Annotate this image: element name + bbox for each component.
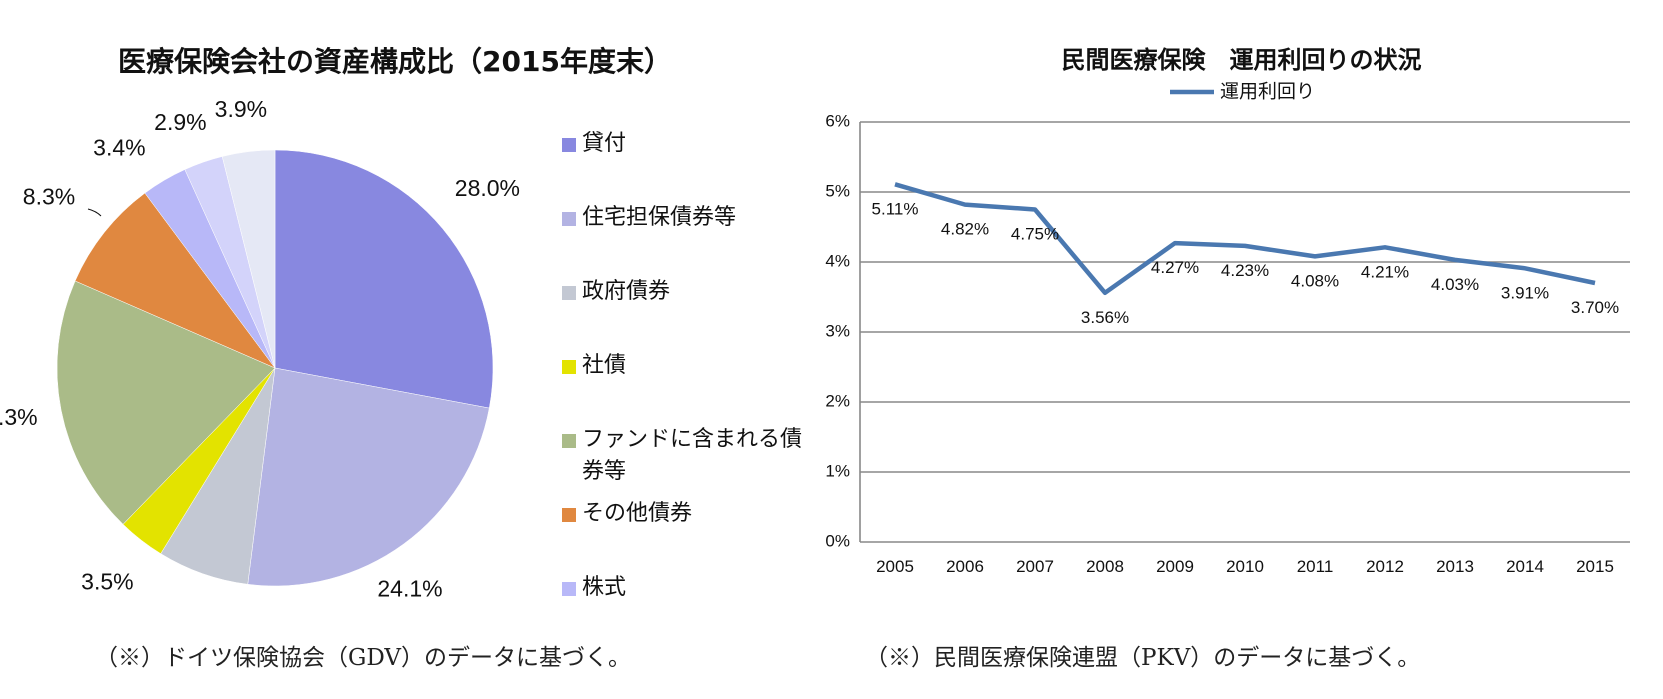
x-tick-label: 2014 — [1506, 557, 1544, 576]
pie-value-label-1: 24.1% — [377, 576, 442, 602]
x-tick-label: 2013 — [1436, 557, 1474, 576]
pie-chart-title: 医療保険会社の資産構成比（2015年度末） — [118, 45, 672, 78]
legend-label: 株式 — [582, 575, 627, 600]
data-label: 3.91% — [1501, 283, 1549, 302]
x-tick-label: 2015 — [1576, 557, 1614, 576]
data-label: 4.08% — [1291, 271, 1339, 290]
x-tick-label: 2011 — [1297, 557, 1334, 576]
x-tick-label: 2008 — [1086, 557, 1124, 576]
data-label: 4.75% — [1011, 225, 1059, 244]
legend-label: 住宅担保債券等 — [582, 205, 737, 230]
line-legend: 運用利回り — [1170, 81, 1315, 103]
pie-value-label-6: 3.4% — [93, 135, 145, 161]
legend-swatch — [562, 212, 576, 226]
x-tick-label: 2009 — [1156, 557, 1194, 576]
x-tick-label: 2010 — [1226, 557, 1264, 576]
legend-swatch — [562, 138, 576, 152]
pie-value-label-8: 3.9% — [215, 100, 267, 122]
pie-slice-5 — [74, 192, 276, 369]
legend-swatch — [562, 508, 576, 522]
pie-slice-8 — [221, 149, 276, 369]
y-tick-label: 1% — [825, 461, 850, 480]
data-label: 4.03% — [1431, 275, 1479, 294]
x-tick-label: 2005 — [876, 557, 914, 576]
pie-value-label-5: 8.3% — [23, 184, 75, 210]
pie-value-label-7: 2.9% — [154, 109, 206, 135]
line-chart-title: 民間医療保険 運用利回りの状況 — [1061, 46, 1422, 74]
y-tick-label: 2% — [825, 391, 850, 410]
legend-label: 貸付 — [582, 131, 627, 156]
legend-label: 社債 — [582, 353, 627, 378]
data-label: 4.23% — [1221, 261, 1269, 280]
legend-swatch — [562, 434, 576, 448]
data-label: 4.82% — [941, 220, 989, 239]
line-source-note: （※）民間医療保険連盟（PKV）のデータに基づく。 — [865, 645, 1421, 671]
data-label: 4.21% — [1361, 262, 1409, 281]
y-tick-label: 6% — [825, 111, 850, 130]
pie-value-label-4: 19.3% — [0, 404, 38, 430]
legend-label: 政府債券 — [582, 279, 671, 304]
pie-value-label-0: 28.0% — [455, 175, 520, 201]
pie-source-note: （※）ドイツ保険協会（GDV）のデータに基づく。 — [95, 645, 632, 671]
pie-value-label-3: 3.5% — [81, 569, 133, 595]
data-label: 3.56% — [1081, 308, 1129, 327]
y-tick-label: 5% — [825, 181, 850, 200]
pie-chart: 28.0%24.1%6.8%3.5%19.3%8.3%3.4%2.9%3.9% — [0, 100, 520, 602]
legend-swatch — [562, 286, 576, 300]
data-label: 5.11% — [872, 199, 919, 218]
legend-swatch — [562, 360, 576, 374]
pie-slice-1 — [247, 367, 490, 587]
legend-label: その他債券 — [582, 501, 693, 526]
data-label: 3.70% — [1571, 298, 1619, 317]
pie-slice-4 — [56, 280, 276, 525]
data-label: 4.27% — [1151, 258, 1199, 277]
legend-label: ファンドに含まれる債券等 — [582, 427, 803, 484]
legend-series-label: 運用利回り — [1220, 81, 1315, 103]
pie-leader-line — [87, 208, 102, 217]
y-tick-label: 3% — [825, 321, 850, 340]
x-tick-label: 2006 — [946, 557, 984, 576]
series-line — [894, 182, 1596, 296]
x-tick-label: 2007 — [1016, 557, 1054, 576]
pie-slice-0 — [274, 149, 494, 409]
line-chart: 0% 1% 2% 3% 4% 5% 6% 2005 2006 2007 2008 2009 2010 20… — [825, 81, 1630, 576]
y-tick-label: 4% — [825, 251, 850, 270]
x-tick-label: 2012 — [1366, 557, 1404, 576]
legend-swatch — [562, 582, 576, 596]
y-tick-label: 0% — [825, 531, 850, 550]
